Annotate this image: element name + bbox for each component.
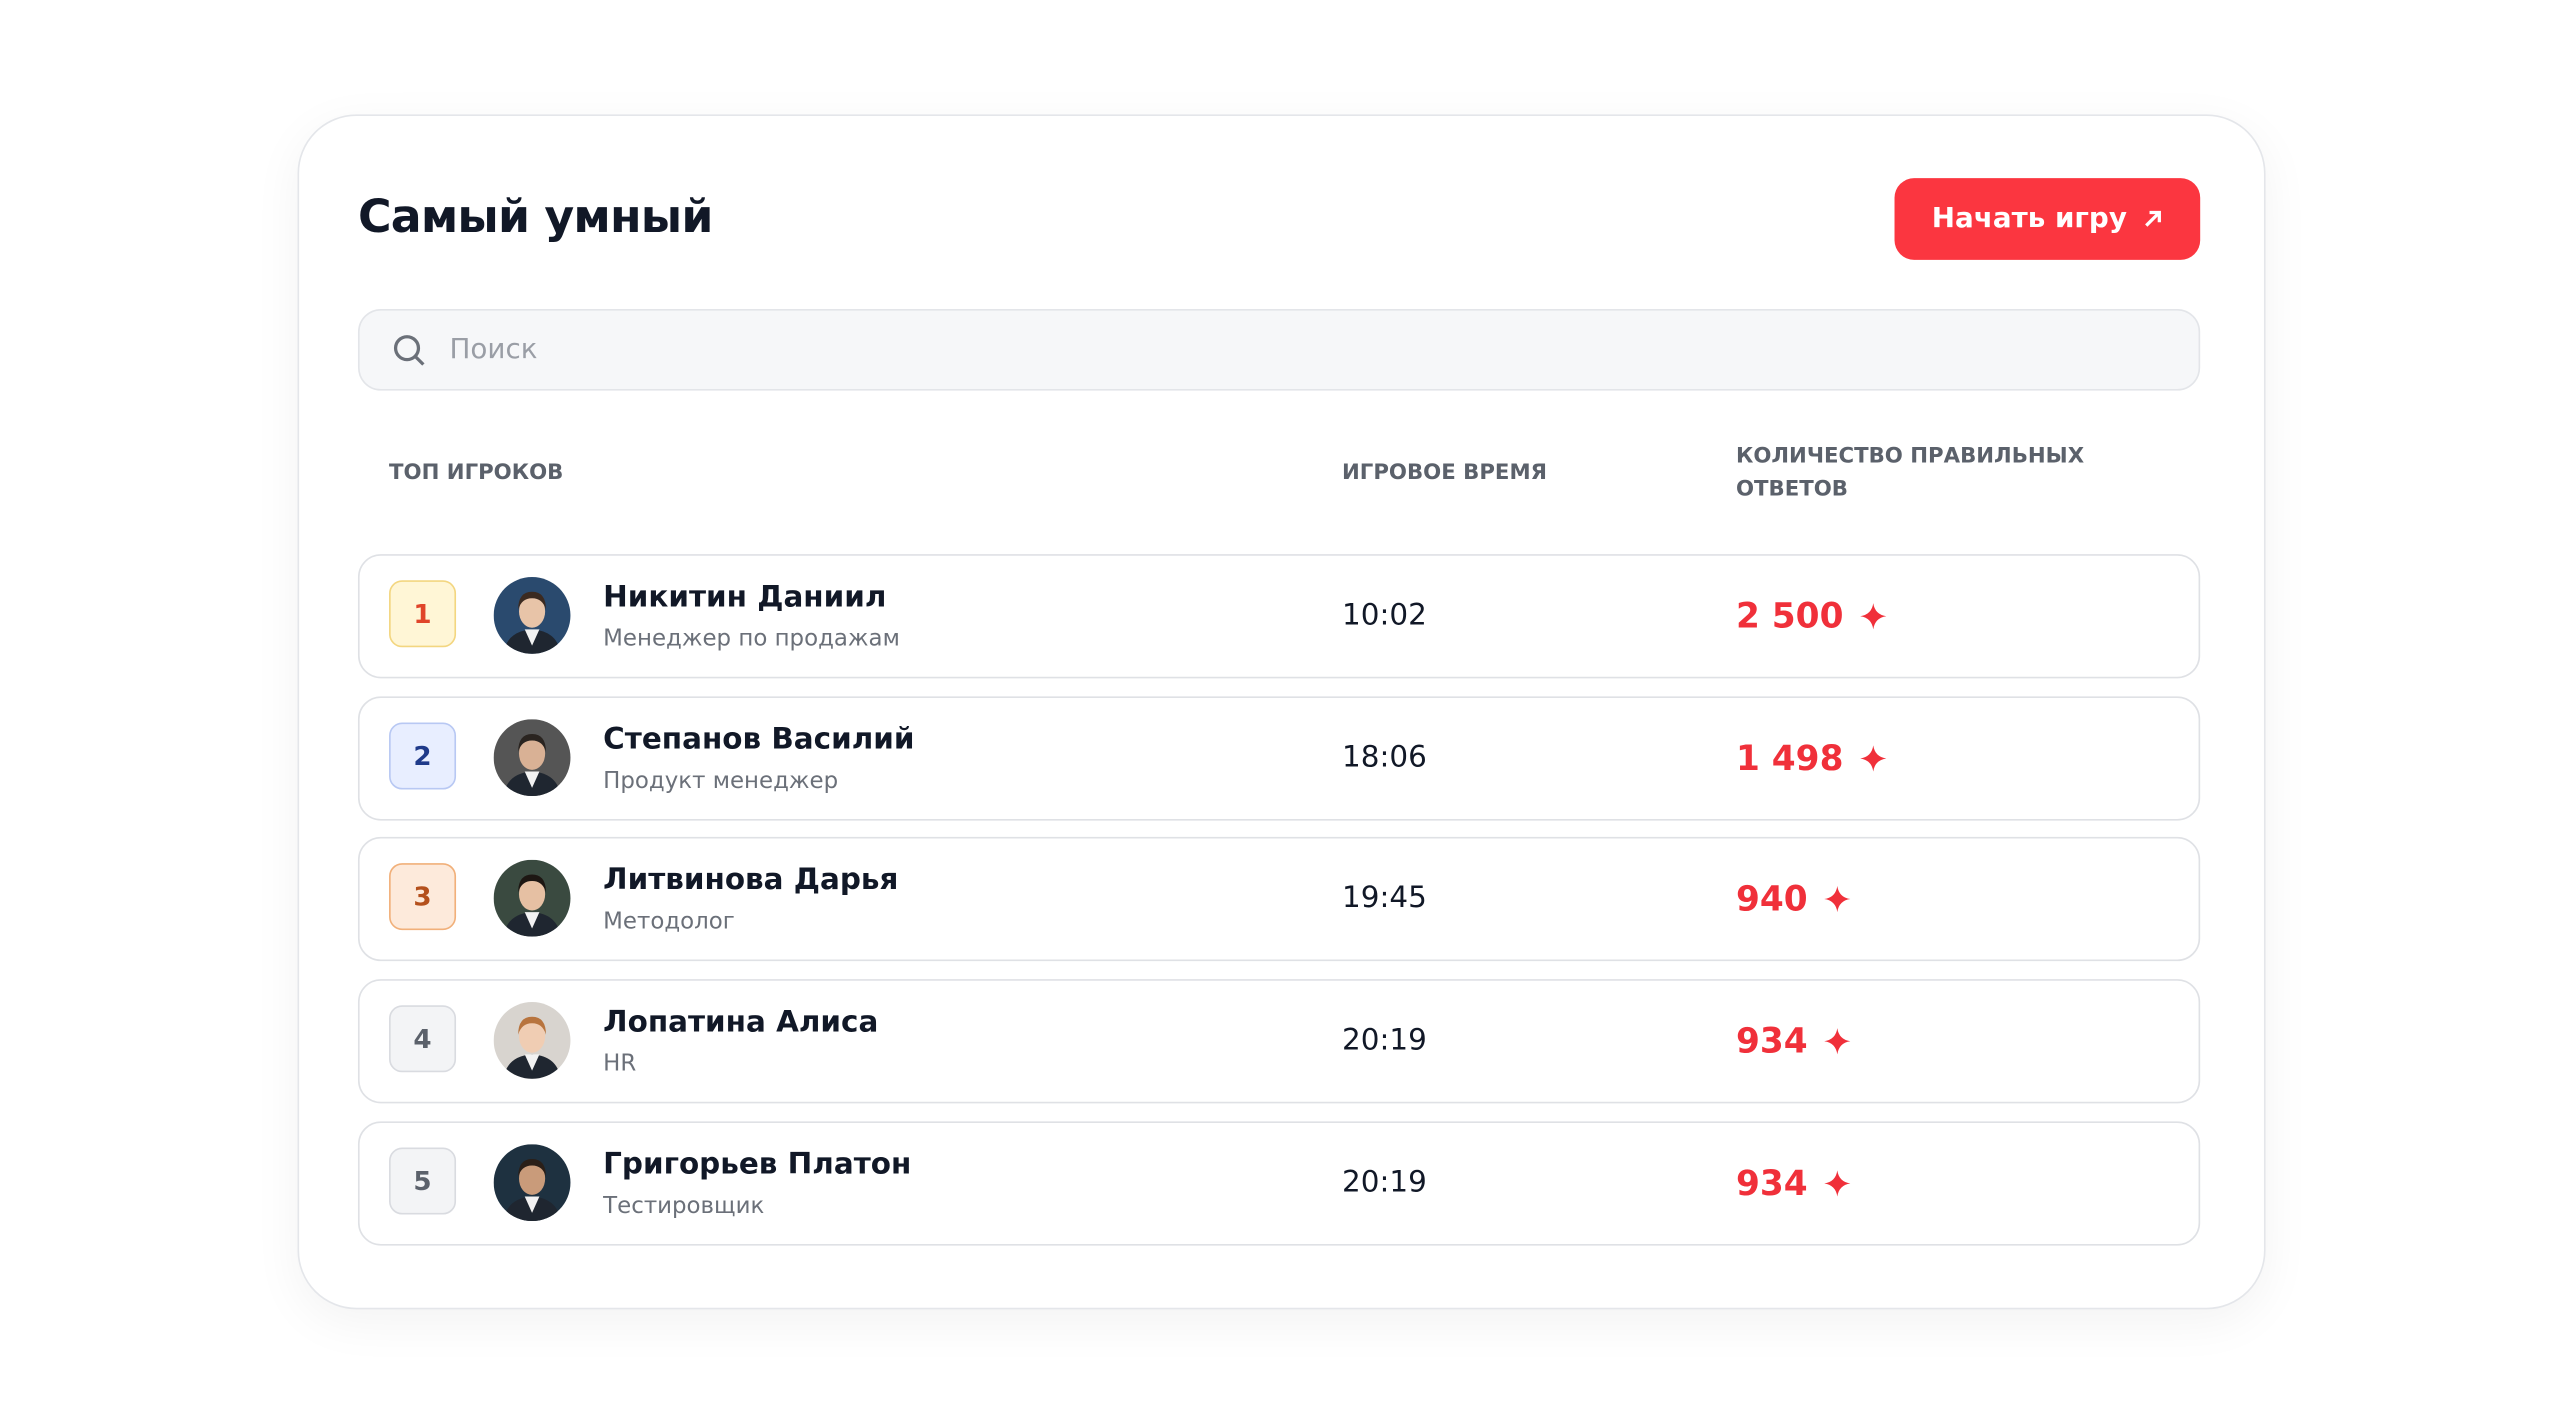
score: 2 500 — [1736, 597, 1886, 636]
score-value: 934 — [1735, 1021, 1808, 1062]
avatar-image — [493, 1002, 571, 1079]
start-button[interactable]: Начать игру — [1894, 178, 2201, 260]
avatar-image — [493, 1143, 571, 1221]
player-role: Продукт менеджер — [603, 767, 839, 794]
player-name: Григорьев Платон — [603, 1147, 912, 1182]
rank-badge: 5 — [389, 1147, 457, 1215]
player-row: 5 Григорьев Платон Тестировщик 20:19 934 — [357, 1121, 2201, 1246]
game-time: 20:19 — [1342, 1023, 1427, 1058]
player-role: HR — [603, 1051, 637, 1078]
player-row: 3 Литвинова Дарья Методолог 19:45 940 — [357, 837, 2201, 962]
player-name: Литвинова Дарья — [603, 863, 899, 899]
title: Самый умный — [357, 189, 713, 244]
rank-badge: 3 — [389, 863, 457, 931]
column-header: ИГРОВОЕ ВРЕМЯ — [1342, 460, 1547, 486]
player-role: Тестировщик — [603, 1192, 765, 1220]
player-role: Менеджер по продажам — [603, 626, 900, 653]
rank-badge: 2 — [389, 721, 457, 790]
player-name: Степанов Василий — [603, 721, 915, 757]
column-header: КОЛИЧЕСТВО ПРАВИЛЬНЫХ ОТВЕТОВ — [1735, 444, 2085, 502]
avatar — [493, 577, 571, 660]
player-name: Никитин Даниил — [603, 580, 887, 615]
score-value: 1 498 — [1735, 738, 1844, 778]
avatar — [493, 1002, 571, 1085]
avatar-image — [493, 718, 571, 796]
avatar-image — [493, 577, 571, 654]
rank-badge: 4 — [389, 1005, 457, 1073]
rank-badge: 1 — [389, 580, 457, 648]
game-time: 20:19 — [1342, 1165, 1427, 1200]
avatar — [493, 860, 571, 943]
score-value: 2 500 — [1735, 596, 1844, 636]
player-row: 4 Лопатина Алиса HR 20:19 934 — [357, 979, 2201, 1104]
score: 1 498 — [1735, 738, 1886, 778]
game-time: 10:02 — [1342, 598, 1427, 633]
player-role: Методолог — [603, 909, 735, 936]
score-icon — [1823, 886, 1851, 913]
score-icon — [1859, 744, 1886, 772]
score: 940 — [1735, 880, 1851, 920]
avatar — [493, 1143, 571, 1227]
player-row: 2 Степанов Василий Продукт менеджер 18:06 1 … — [357, 695, 2201, 821]
score-value: 940 — [1735, 880, 1808, 920]
score: 934 — [1735, 1021, 1851, 1062]
score: 934 — [1735, 1163, 1851, 1203]
player-row: 1 Никитин Даниил Менеджер по продажам 10:02… — [357, 554, 2201, 679]
column-header: ТОП ИГРОКОВ — [389, 460, 564, 486]
arrow-icon — [2145, 210, 2162, 227]
avatar-image — [493, 860, 571, 938]
search-icon — [393, 335, 425, 366]
avatar — [493, 718, 571, 802]
search-placeholder: Поиск — [449, 333, 538, 367]
game-time: 19:45 — [1342, 881, 1427, 917]
score-value: 934 — [1735, 1163, 1808, 1203]
score-icon — [1859, 603, 1886, 630]
player-name: Лопатина Алиса — [603, 1005, 879, 1040]
button-label[interactable]: Начать игру — [1931, 202, 2127, 236]
game-time: 18:06 — [1342, 739, 1427, 775]
score-icon — [1823, 1028, 1851, 1055]
score-icon — [1823, 1170, 1851, 1197]
search-box[interactable]: Поиск — [357, 308, 2201, 391]
